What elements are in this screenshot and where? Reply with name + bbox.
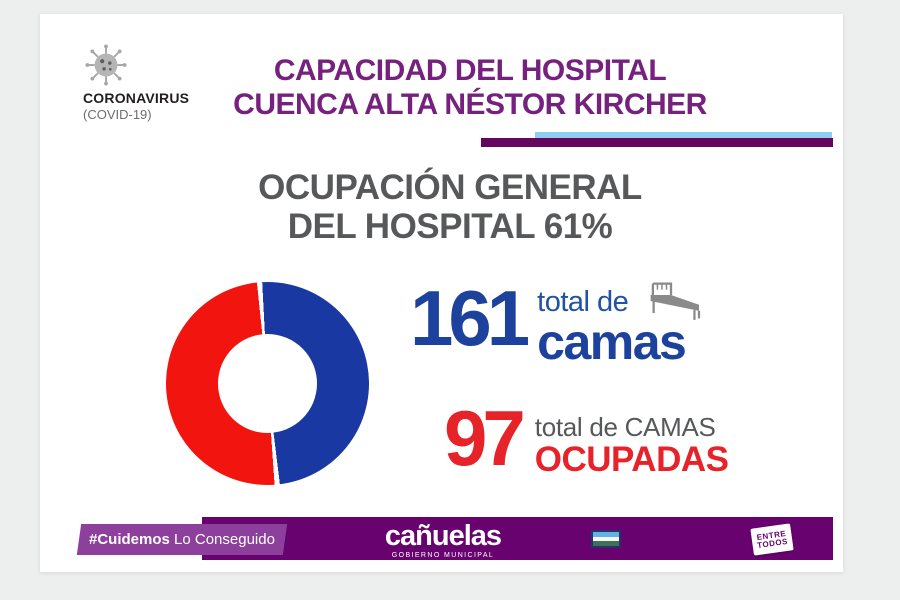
camas-ocupadas-label-top: total de CAMAS <box>534 412 716 442</box>
canuelas-flag-icon <box>591 530 621 548</box>
donut-hole <box>218 334 317 433</box>
camas-ocupadas-label-bottom: OCUPADAS <box>534 440 729 479</box>
title-underline-purple <box>481 138 833 147</box>
stat-camas-ocupadas: 97 total de CAMAS OCUPADAS <box>444 394 729 482</box>
camas-ocupadas-value: 97 <box>444 394 526 482</box>
covid-brand-label: CORONAVIRUS <box>83 90 190 106</box>
hospital-bed-icon <box>650 282 701 320</box>
page-title: CAPACIDAD DEL HOSPITAL CUENCA ALTA NÉSTO… <box>180 54 760 122</box>
stat-total-camas: 161 total de camas <box>410 274 702 370</box>
covid-brand-sublabel: (COVID-19) <box>83 107 152 122</box>
occupancy-subtitle: OCUPACIÓN GENERAL DEL HOSPITAL 61% <box>150 168 750 246</box>
title-underline-blue <box>535 132 832 138</box>
page-title-line1: CAPACIDAD DEL HOSPITAL <box>273 54 667 87</box>
coronavirus-icon <box>85 44 127 86</box>
canuelas-logo-name: cañuelas <box>384 520 502 552</box>
entre-todos-badge: ENTRE TODOS <box>750 523 794 556</box>
cuidemos-badge: #Cuidemos Lo Conseguido <box>76 524 288 555</box>
total-camas-value: 161 <box>410 274 530 362</box>
cuidemos-badge-bold: #Cuidemos <box>89 531 170 548</box>
occupancy-donut <box>166 282 369 485</box>
cuidemos-badge-rest: Lo Conseguido <box>169 531 275 548</box>
occupancy-subtitle-line1: OCUPACIÓN GENERAL <box>258 168 642 207</box>
total-camas-label-top: total de <box>537 286 629 318</box>
canuelas-logo: cañuelas GOBIERNO MUNICIPAL <box>368 520 518 560</box>
infographic-card: CORONAVIRUS (COVID-19) CAPACIDAD DEL HOS… <box>40 14 843 572</box>
footer-bar <box>202 517 833 560</box>
occupancy-subtitle-line2: DEL HOSPITAL 61% <box>287 207 613 246</box>
total-camas-label-bottom: camas <box>537 314 687 370</box>
page-title-line2: CUENCA ALTA NÉSTOR KIRCHER <box>233 88 707 121</box>
covid-brand: CORONAVIRUS (COVID-19) <box>83 44 233 122</box>
canuelas-logo-sub: GOBIERNO MUNICIPAL <box>391 552 495 559</box>
